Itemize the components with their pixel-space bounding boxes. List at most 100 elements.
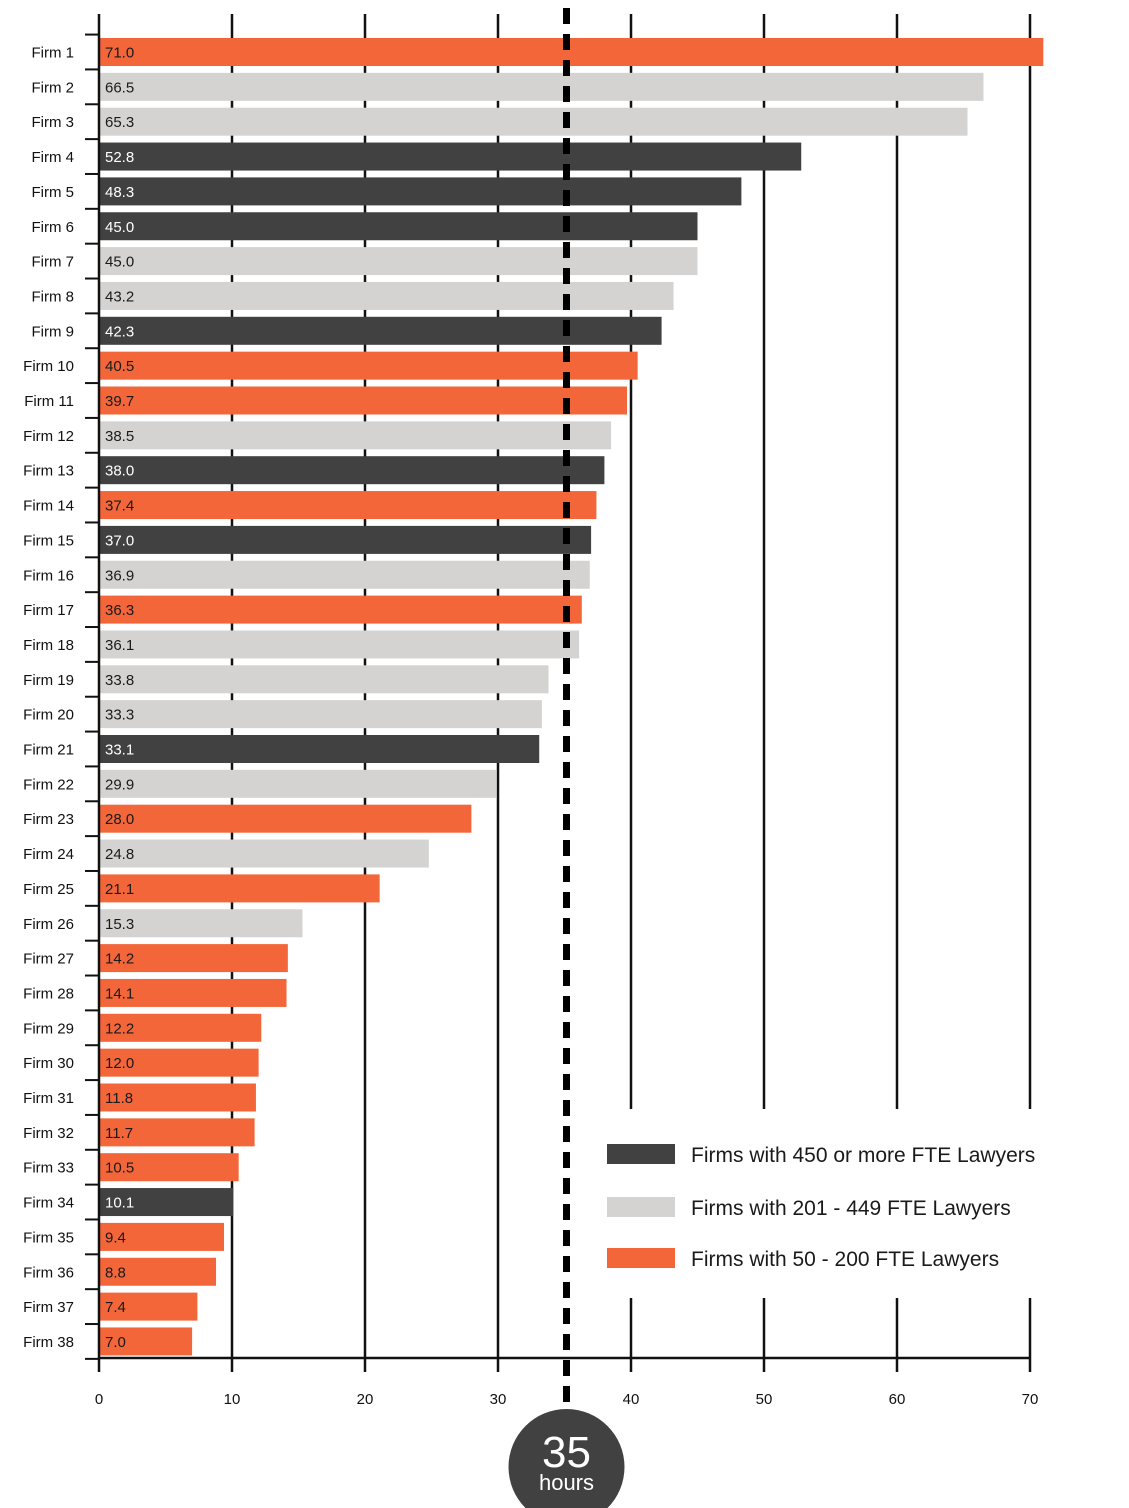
- bar-6: [99, 212, 698, 241]
- x-tick-label-0: 0: [95, 1391, 103, 1408]
- x-tick-label-70: 70: [1022, 1391, 1039, 1408]
- badge-number: 35: [542, 1428, 591, 1477]
- category-label-25: Firm 25: [23, 881, 74, 898]
- category-label-24: Firm 24: [23, 846, 74, 863]
- value-label-26: 15.3: [105, 916, 134, 933]
- bar-37: [99, 1292, 198, 1321]
- x-tick-label-50: 50: [756, 1391, 773, 1408]
- value-label-20: 33.3: [105, 707, 134, 724]
- value-label-22: 29.9: [105, 776, 134, 793]
- legend-swatch-small: [607, 1248, 675, 1268]
- bar-3: [99, 107, 968, 136]
- bar-30: [99, 1048, 259, 1077]
- overlay: Firm 1 Firm 2 Firm 3 Firm 4 Firm 5 Firm 6 Firm…: [23, 8, 1038, 1508]
- bar-21: [99, 735, 540, 763]
- value-label-1: 71.0: [105, 45, 134, 62]
- bar-12: [99, 421, 612, 450]
- bar-2: [99, 72, 984, 101]
- category-label-16: Firm 16: [23, 567, 74, 584]
- category-label-35: Firm 35: [23, 1229, 74, 1246]
- category-label-20: Firm 20: [23, 707, 74, 724]
- bar-28: [99, 978, 287, 1007]
- bar-34: [99, 1188, 234, 1217]
- value-label-5: 48.3: [105, 184, 134, 201]
- category-label-8: Firm 8: [32, 288, 75, 305]
- bar-32: [99, 1118, 255, 1147]
- value-label-16: 36.9: [105, 567, 134, 584]
- category-label-5: Firm 5: [32, 184, 75, 201]
- category-label-12: Firm 12: [23, 428, 74, 445]
- bar-11: [99, 386, 628, 415]
- category-label-11: Firm 11: [24, 393, 74, 410]
- value-label-12: 38.5: [105, 428, 134, 445]
- x-tick-label-20: 20: [357, 1391, 374, 1408]
- bar-1: [99, 38, 1044, 66]
- value-label-2: 66.5: [105, 79, 134, 96]
- bar-36: [99, 1257, 217, 1286]
- category-label-7: Firm 7: [32, 254, 75, 271]
- legend-swatch-large: [607, 1144, 675, 1164]
- bar-25: [99, 874, 380, 903]
- category-label-17: Firm 17: [23, 602, 74, 619]
- category-label-23: Firm 23: [23, 811, 74, 828]
- category-label-27: Firm 27: [23, 951, 74, 968]
- bar-26: [99, 909, 303, 938]
- category-label-37: Firm 37: [23, 1299, 74, 1316]
- bar-31: [99, 1083, 256, 1112]
- bar-4: [99, 142, 802, 171]
- bar-20: [99, 700, 542, 729]
- bar-9: [99, 316, 662, 345]
- legend-label-small: Firms with 50 - 200 FTE Lawyers: [691, 1248, 999, 1271]
- value-label-3: 65.3: [105, 114, 134, 131]
- category-label-22: Firm 22: [23, 776, 74, 793]
- x-tick-label-60: 60: [889, 1391, 906, 1408]
- x-tick-label-40: 40: [623, 1391, 640, 1408]
- value-label-27: 14.2: [105, 951, 134, 968]
- bar-22: [99, 769, 497, 798]
- category-label-2: Firm 2: [32, 79, 75, 96]
- badge-circle: [508, 1409, 625, 1508]
- value-label-38: 7.0: [105, 1334, 126, 1351]
- category-label-36: Firm 36: [23, 1264, 74, 1281]
- bar-29: [99, 1013, 262, 1042]
- category-label-34: Firm 34: [23, 1195, 74, 1212]
- bar-13: [99, 456, 605, 485]
- bar-24: [99, 839, 429, 868]
- value-label-11: 39.7: [105, 393, 134, 410]
- category-label-19: Firm 19: [23, 672, 74, 689]
- category-label-1: Firm 1: [32, 45, 75, 62]
- value-label-9: 42.3: [105, 323, 134, 340]
- category-label-38: Firm 38: [23, 1334, 74, 1351]
- value-label-30: 12.0: [105, 1055, 134, 1072]
- x-tick-label-10: 10: [224, 1391, 241, 1408]
- category-label-21: Firm 21: [23, 742, 74, 759]
- badge-unit: hours: [539, 1470, 594, 1495]
- value-label-21: 33.1: [105, 742, 134, 759]
- category-label-13: Firm 13: [23, 463, 74, 480]
- category-label-18: Firm 18: [23, 637, 74, 654]
- legend-swatch-medium: [607, 1197, 675, 1217]
- bar-35: [99, 1222, 225, 1251]
- value-label-35: 9.4: [105, 1229, 126, 1246]
- bar-5: [99, 177, 742, 206]
- bar-8: [99, 281, 674, 310]
- value-label-15: 37.0: [105, 532, 134, 549]
- value-label-24: 24.8: [105, 846, 134, 863]
- category-label-10: Firm 10: [23, 358, 74, 375]
- bar-15: [99, 525, 592, 554]
- category-label-31: Firm 31: [23, 1090, 74, 1107]
- value-label-25: 21.1: [105, 881, 134, 898]
- legend: Firms with 450 or more FTE Lawyers Firms …: [607, 1144, 1035, 1271]
- category-label-28: Firm 28: [23, 985, 74, 1002]
- value-label-18: 36.1: [105, 637, 134, 654]
- bar-18: [99, 630, 580, 659]
- bar-16: [99, 560, 590, 589]
- category-label-3: Firm 3: [32, 114, 75, 131]
- value-label-13: 38.0: [105, 463, 134, 480]
- value-label-33: 10.5: [105, 1160, 134, 1177]
- bar-38: [99, 1327, 193, 1356]
- value-label-34: 10.1: [105, 1195, 134, 1212]
- category-label-29: Firm 29: [23, 1020, 74, 1037]
